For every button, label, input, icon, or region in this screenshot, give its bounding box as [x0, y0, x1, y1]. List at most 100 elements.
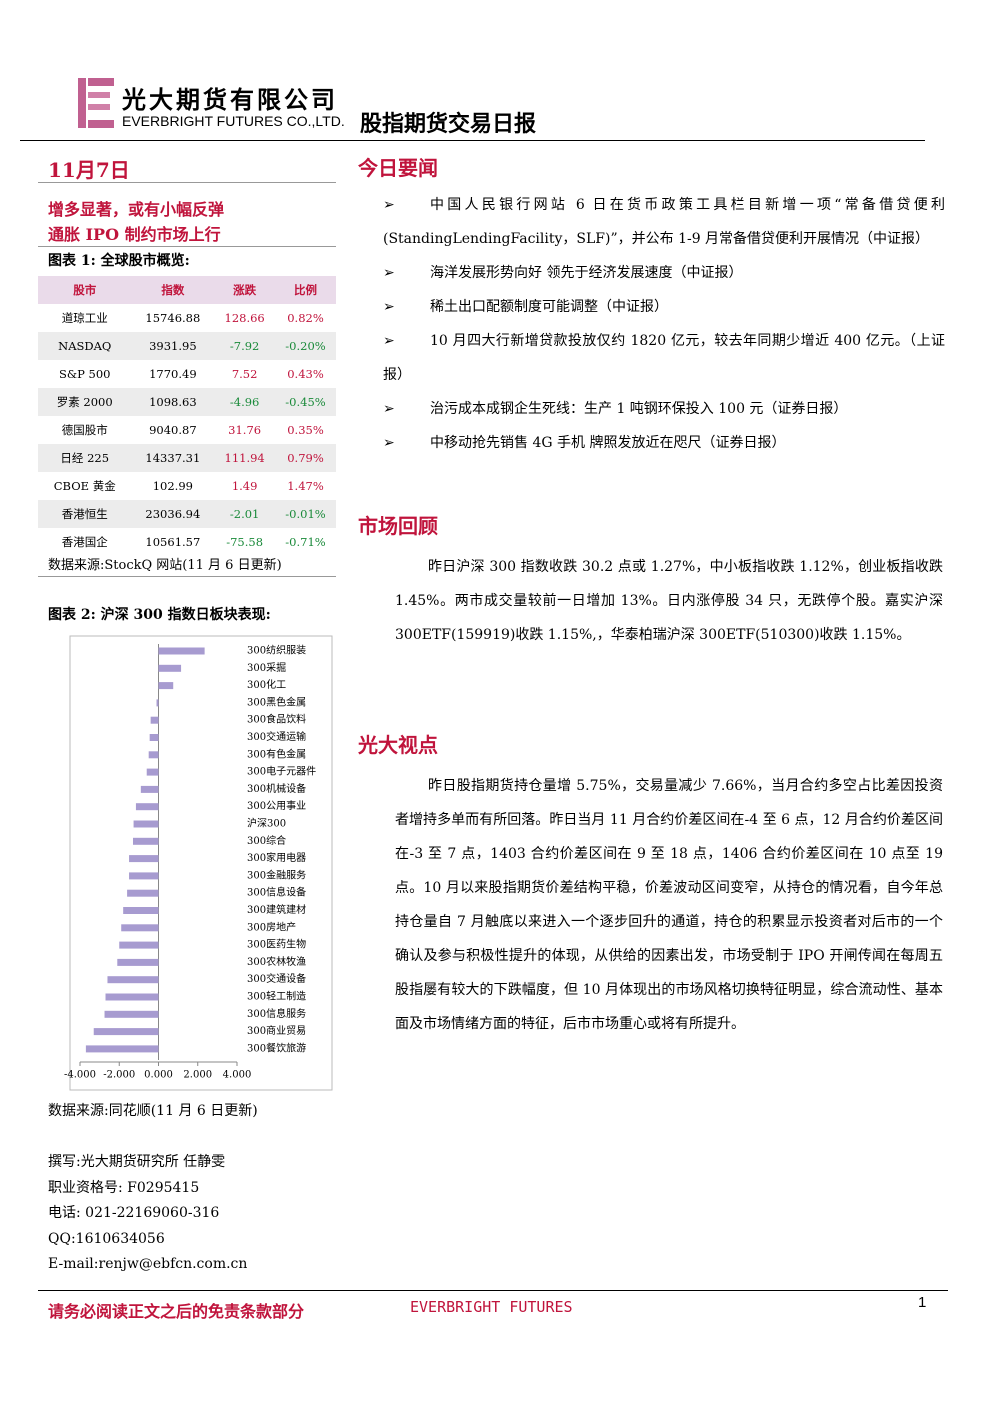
x-tick-label: -2.000	[103, 1070, 135, 1081]
bullet-marker: ➢	[383, 435, 395, 451]
headline: 通胀 IPO 制约市场上行	[48, 225, 221, 244]
category-label: 300采掘	[247, 661, 286, 674]
bullet-text: 海洋发展形势向好 领先于经济发展速度（中证报）	[430, 265, 743, 281]
category-label: 300金融服务	[247, 868, 306, 881]
date: 11月7日	[48, 158, 130, 182]
header-row: 股市 指数 涨跌 比例	[38, 276, 336, 304]
rule	[38, 1290, 948, 1291]
bar	[129, 872, 159, 880]
bar	[158, 682, 174, 690]
section: 光大视点 昨日股指期货持仓量增 5.75%，交易量减少 7.66%，当月合约多空占…	[358, 729, 946, 1041]
category-label: 300交通运输	[247, 730, 306, 743]
bullet-text: 稀土出口配额制度可能调整（中证报）	[430, 299, 668, 315]
x-tick-label: -4.000	[64, 1070, 96, 1081]
table-cell: 德国股市	[61, 423, 108, 437]
rule	[38, 576, 336, 577]
column-header: 指数	[161, 283, 185, 297]
table-row: S&P 500 1770.49 7.52 0.43%	[38, 360, 336, 388]
bullet-marker: ➢	[383, 299, 395, 315]
x-tick-label: 4.000	[223, 1070, 252, 1081]
category-label: 300农林牧渔	[247, 955, 306, 968]
author-line: 电话: 021-22169060-316	[48, 1205, 220, 1221]
table-cell: 0.35%	[287, 423, 324, 437]
category-label: 300化工	[247, 678, 286, 691]
bar	[123, 907, 159, 914]
bar	[119, 941, 159, 949]
author: 撰写:光大期货研究所 任静雯 职业资格号: F0295415 电话: 021-221…	[48, 1150, 247, 1278]
bar	[105, 993, 159, 1001]
category-label: 300有色金属	[247, 747, 306, 760]
bar	[156, 699, 159, 707]
bar	[85, 1045, 159, 1053]
rule	[38, 182, 336, 183]
table-cell: -75.58	[226, 535, 264, 549]
table-source: 数据来源:StockQ 网站(11 月 6 日更新)	[48, 558, 282, 573]
x-tick-label: 2.000	[183, 1070, 212, 1081]
bar	[158, 647, 205, 655]
chart-title: 图表 2: 沪深 300 指数日板块表现:	[48, 607, 271, 623]
table-cell: 香港国企	[61, 535, 108, 549]
author-line: QQ:1610634056	[48, 1230, 165, 1247]
table-cell: S&P 500	[59, 367, 111, 381]
table-row: CBOE 黄金 102.99 1.49 1.47%	[38, 472, 336, 500]
bullet: ➢ 稀土出口配额制度可能调整（中证报）	[383, 290, 945, 324]
category-label: 300公用事业	[247, 799, 306, 812]
table-cell: 罗素 2000	[56, 395, 113, 409]
bullet-marker: ➢	[383, 401, 395, 417]
x-tick-label: 0.000	[144, 1070, 173, 1081]
section: 市场回顾昨日沪深 300 指数收跌 30.2 点或 1.27%，中小板指收跌 1…	[358, 510, 946, 652]
bullet-text: 10 月四大行新增贷款投放仅约 1820 亿元，较去年同期少增近 400 亿元。…	[383, 333, 945, 383]
table-cell: NASDAQ	[58, 339, 112, 353]
category-label: 300餐饮旅游	[247, 1041, 306, 1054]
bullet: ➢ 治污成本成钢企生死线：生产 1 吨钢环保投入 100 元（证券日报）	[383, 392, 945, 426]
table-cell: 日经 225	[60, 451, 110, 465]
table-cell: 香港恒生	[61, 507, 108, 521]
table-row: 道琼工业 15746.88 128.66 0.82%	[38, 304, 336, 332]
rule	[38, 246, 336, 247]
chart: -4.000 -2.000 0.000 2.000 4.000 300纺织服装 300采掘 3…	[64, 635, 333, 1091]
category-label: 300信息服务	[247, 1007, 306, 1020]
table-cell: 9040.87	[149, 423, 197, 437]
category-label: 300食品饮料	[247, 713, 306, 726]
category-label: 300医药生物	[247, 938, 306, 951]
bar	[121, 924, 159, 932]
bar	[107, 976, 159, 984]
table-cell: -0.20%	[285, 339, 326, 353]
section-heading: 今日要闻	[358, 156, 438, 180]
author-line: E-mail:renjw@ebfcn.com.cn	[48, 1256, 248, 1272]
section-heading: 光大视点	[358, 733, 438, 757]
company-cn: 光大期货有限公司	[122, 85, 338, 114]
page-number: 1	[918, 1294, 927, 1311]
rule	[20, 140, 925, 141]
table-cell: 0.43%	[287, 367, 324, 381]
category-label: 300信息设备	[247, 886, 306, 899]
bar	[150, 716, 159, 724]
table-cell: 7.52	[231, 367, 258, 381]
bar	[127, 889, 159, 897]
table-cell: 15746.88	[145, 311, 201, 325]
bar	[140, 785, 159, 793]
category-label: 300轻工制造	[247, 990, 306, 1003]
table-cell: 1098.63	[149, 395, 197, 409]
table-cell: 111.94	[224, 451, 265, 465]
table-cell: 23036.94	[145, 507, 201, 521]
category-label: 300黑色金属	[247, 695, 306, 708]
table-cell: -0.71%	[285, 535, 326, 549]
bullet: ➢ 10 月四大行新增贷款投放仅约 1820 亿元，较去年同期少增近 400 亿元…	[383, 324, 945, 392]
table-cell: -2.01	[229, 507, 260, 521]
table-cell: -7.92	[229, 339, 260, 353]
table-cell: 0.79%	[287, 451, 324, 465]
table-cell: 3931.95	[149, 339, 197, 353]
table-cell: 31.76	[228, 423, 262, 437]
section-heading: 市场回顾	[358, 514, 438, 538]
bullet-marker: ➢	[383, 265, 395, 281]
table-row: 香港国企 10561.57 -75.58 -0.71%	[38, 528, 336, 556]
column-header: 涨跌	[233, 283, 257, 297]
bullet: ➢ 中国人民银行网站 6 日在货币政策工具栏目新增一项“常备借贷便利(Standi…	[383, 188, 945, 256]
section: 今日要闻 ➢ 中国人民银行网站 6 日在货币政策工具栏目新增一项“常备借贷便利(St…	[358, 152, 946, 460]
column-header: 股市	[73, 283, 97, 297]
table-row: 德国股市 9040.87 31.76 0.35%	[38, 416, 336, 444]
table-cell: 10561.57	[145, 535, 201, 549]
paragraph: 昨日沪深 300 指数收跌 30.2 点或 1.27%，中小板指收跌 1.12%…	[395, 559, 943, 643]
